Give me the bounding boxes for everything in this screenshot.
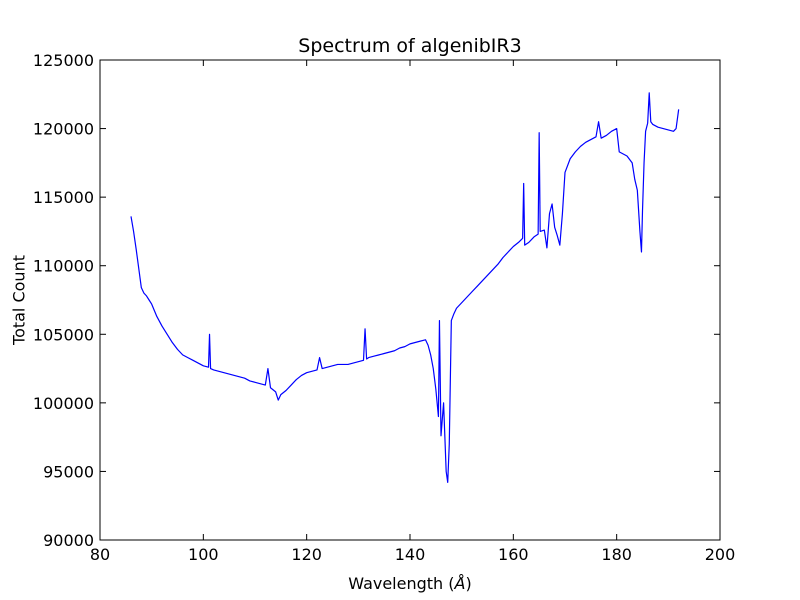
x-axis-title-unit: Å [454,574,466,593]
y-tick-label: 90000 [43,531,94,550]
x-tick-label: 180 [601,545,632,564]
chart-title: Spectrum of algenibIR3 [298,35,521,57]
x-tick-label: 160 [498,545,529,564]
y-tick-label: 115000 [33,188,94,207]
y-tick-label: 95000 [43,462,94,481]
y-axis-title: Total Count [10,255,29,346]
y-tick-label: 105000 [33,325,94,344]
series-line [130,92,680,483]
plot-frame [99,59,721,541]
x-tick-label: 140 [395,545,426,564]
x-tick-label: 120 [291,545,322,564]
x-tick-label: 200 [705,545,736,564]
series-layer [130,92,680,483]
x-axis-title-suffix: ) [465,574,471,593]
ticks-layer: 80 100 120 140 160 180 200 90000 95000 100000 1050… [33,51,735,564]
x-tick-label: 80 [90,545,110,564]
y-tick-label: 110000 [33,257,94,276]
x-axis-title: Wavelength (Å) [348,574,471,593]
x-tick-label: 100 [188,545,219,564]
y-tick-label: 120000 [33,120,94,139]
y-tick-label: 125000 [33,51,94,70]
y-tick-label: 100000 [33,394,94,413]
x-axis-title-prefix: Wavelength ( [348,574,454,593]
